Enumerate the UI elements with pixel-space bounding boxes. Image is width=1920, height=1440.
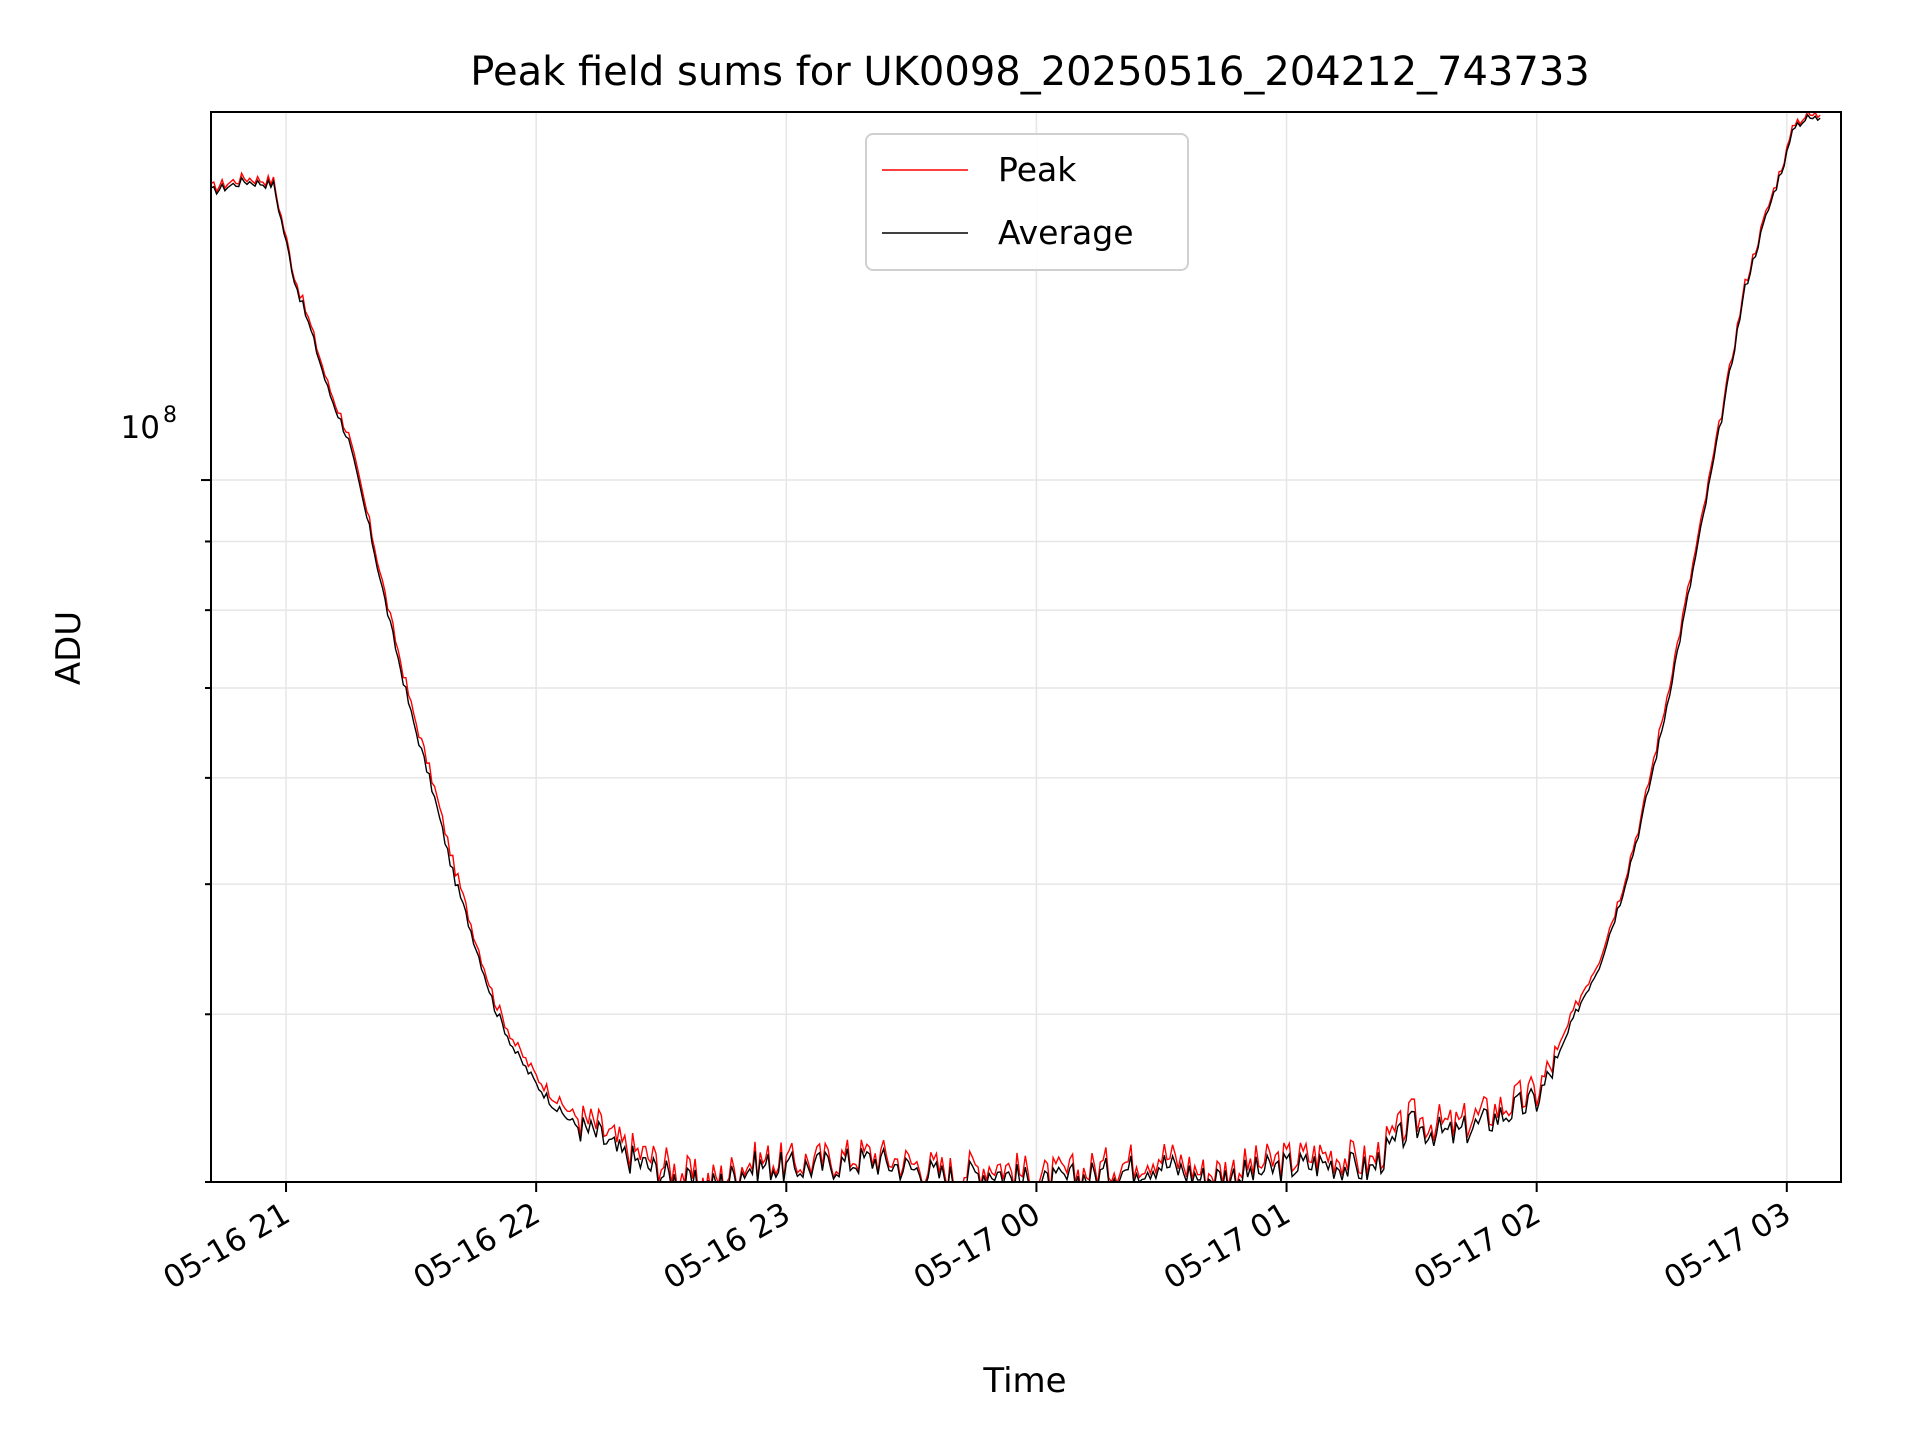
legend-label-peak: Peak <box>998 150 1077 189</box>
y-axis-label: ADU <box>49 611 89 685</box>
legend-box <box>865 133 1189 271</box>
legend: Peak Average <box>865 133 1189 271</box>
y-tick-label-base: 10 <box>121 410 160 446</box>
x-tick-label: 05-17 02 <box>1408 1196 1547 1297</box>
legend-label-average: Average <box>998 213 1134 252</box>
y-tick-label-1e8: 10 8 <box>121 403 177 446</box>
x-tick-label: 05-16 23 <box>658 1196 797 1297</box>
x-tick-label: 05-16 22 <box>407 1196 546 1297</box>
x-axis-ticks: 05-16 21 05-16 22 05-16 23 05-17 00 05-17 01… <box>157 1182 1797 1297</box>
grid <box>211 112 1841 1183</box>
x-tick-label: 05-17 03 <box>1658 1196 1797 1297</box>
series-line-average <box>211 113 1821 1182</box>
y-tick-label-exponent: 8 <box>163 403 177 428</box>
x-tick-label: 05-17 01 <box>1158 1196 1297 1297</box>
x-tick-label: 05-17 00 <box>908 1196 1047 1297</box>
series-layer <box>211 112 1821 1182</box>
x-axis-label: Time <box>982 1361 1066 1401</box>
plot-frame <box>210 111 1842 1183</box>
chart-title: Peak field sums for UK0098_20250516_2042… <box>470 49 1589 95</box>
y-axis-ticks <box>201 479 211 1183</box>
x-tick-label: 05-16 21 <box>157 1196 296 1297</box>
series-line-peak <box>211 112 1821 1182</box>
